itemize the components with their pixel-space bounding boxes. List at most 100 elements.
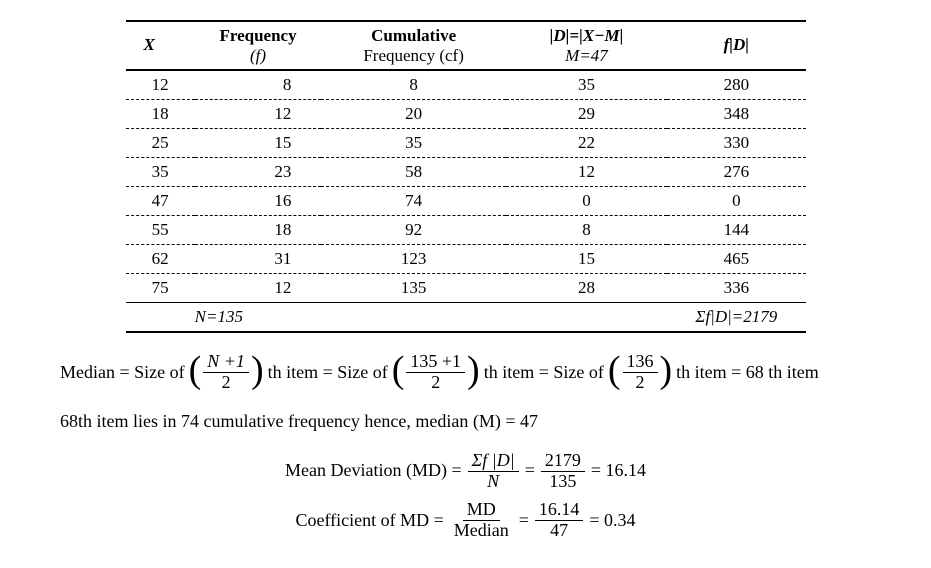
frac3-num: 136 bbox=[623, 352, 658, 373]
fraction-2: 135 +1 2 bbox=[406, 352, 465, 393]
cell-f: 12 bbox=[195, 100, 322, 129]
cell-d: 8 bbox=[506, 216, 667, 245]
open-paren-icon: ( bbox=[189, 357, 202, 384]
cell-f: 16 bbox=[195, 187, 322, 216]
cell-d: 15 bbox=[506, 245, 667, 274]
table-row: 25 15 35 22 330 bbox=[126, 129, 806, 158]
header-frequency-top: Frequency bbox=[219, 26, 296, 45]
coef-frac1-den: Median bbox=[450, 521, 513, 541]
cell-cf: 135 bbox=[321, 274, 505, 303]
cell-d: 12 bbox=[506, 158, 667, 187]
paren-group-2: ( 135 +1 2 ) bbox=[392, 352, 480, 393]
cell-fd: 0 bbox=[667, 187, 805, 216]
line2-text: 68th item lies in 74 cumulative frequenc… bbox=[60, 400, 538, 443]
coef-frac1-num: MD bbox=[463, 500, 500, 521]
cell-fd: 330 bbox=[667, 129, 805, 158]
table-row: 35 23 58 12 276 bbox=[126, 158, 806, 187]
md-result: = 16.14 bbox=[591, 449, 646, 492]
header-deviation: |D|=|X−M| M=47 bbox=[506, 21, 667, 70]
cell-d: 28 bbox=[506, 274, 667, 303]
header-cumulative: Cumulative Frequency (cf) bbox=[321, 21, 505, 70]
header-fd: f|D| bbox=[667, 21, 805, 70]
equals-2: = bbox=[519, 499, 529, 542]
frequency-table-container: X Frequency (f) Cumulative Frequency (cf… bbox=[60, 20, 871, 333]
footer-sumfd: Σf|D|=2179 bbox=[667, 303, 805, 333]
cell-f: 8 bbox=[195, 70, 322, 100]
th-item-3: th item = 68 th item bbox=[676, 351, 819, 394]
frac1-num: N +1 bbox=[203, 352, 249, 373]
coef-frac2-den: 47 bbox=[546, 521, 572, 541]
cell-d: 22 bbox=[506, 129, 667, 158]
cell-f: 18 bbox=[195, 216, 322, 245]
cell-x: 35 bbox=[126, 158, 195, 187]
md-frac2-num: 2179 bbox=[541, 451, 585, 472]
fraction-3: 136 2 bbox=[623, 352, 658, 393]
header-deviation-bot: M=47 bbox=[514, 46, 659, 66]
close-paren-icon: ) bbox=[251, 357, 264, 384]
footer-n: N=135 bbox=[195, 303, 322, 333]
open-paren-icon: ( bbox=[392, 357, 405, 384]
cell-x: 55 bbox=[126, 216, 195, 245]
equals-1: = bbox=[525, 449, 535, 492]
mean-deviation-line: Mean Deviation (MD) = Σf |D| N = 2179 13… bbox=[60, 449, 871, 492]
cell-x: 18 bbox=[126, 100, 195, 129]
cell-fd: 276 bbox=[667, 158, 805, 187]
cell-fd: 465 bbox=[667, 245, 805, 274]
table-row: 12 8 8 35 280 bbox=[126, 70, 806, 100]
frac1-den: 2 bbox=[218, 373, 235, 393]
cell-x: 12 bbox=[126, 70, 195, 100]
cell-x: 75 bbox=[126, 274, 195, 303]
md-fraction-1: Σf |D| N bbox=[468, 451, 519, 492]
header-frequency: Frequency (f) bbox=[195, 21, 322, 70]
th-item-1: th item = Size of bbox=[268, 351, 388, 394]
table-row: 55 18 92 8 144 bbox=[126, 216, 806, 245]
cell-fd: 336 bbox=[667, 274, 805, 303]
cell-d: 29 bbox=[506, 100, 667, 129]
median-conclusion: 68th item lies in 74 cumulative frequenc… bbox=[60, 400, 871, 443]
md-frac1-den: N bbox=[483, 472, 503, 492]
coef-fraction-2: 16.14 47 bbox=[535, 500, 584, 541]
cell-cf: 58 bbox=[321, 158, 505, 187]
close-paren-icon: ) bbox=[660, 357, 673, 384]
coef-result: = 0.34 bbox=[589, 499, 635, 542]
cell-cf: 123 bbox=[321, 245, 505, 274]
header-frequency-bot: (f) bbox=[203, 46, 314, 66]
coef-label: Coefficient of MD = bbox=[295, 499, 443, 542]
md-frac2-den: 135 bbox=[545, 472, 580, 492]
median-line: Median = Size of ( N +1 2 ) th item = Si… bbox=[60, 351, 871, 394]
cell-cf: 8 bbox=[321, 70, 505, 100]
coef-frac2-num: 16.14 bbox=[535, 500, 584, 521]
th-item-2: th item = Size of bbox=[484, 351, 604, 394]
md-fraction-2: 2179 135 bbox=[541, 451, 585, 492]
md-label: Mean Deviation (MD) = bbox=[285, 449, 462, 492]
header-cumulative-top: Cumulative bbox=[371, 26, 456, 45]
coefficient-line: Coefficient of MD = MD Median = 16.14 47… bbox=[60, 499, 871, 542]
table-footer-row: N=135 Σf|D|=2179 bbox=[126, 303, 806, 333]
cell-d: 35 bbox=[506, 70, 667, 100]
table-header-row: X Frequency (f) Cumulative Frequency (cf… bbox=[126, 21, 806, 70]
close-paren-icon: ) bbox=[467, 357, 480, 384]
table-row: 47 16 74 0 0 bbox=[126, 187, 806, 216]
paren-group-3: ( 136 2 ) bbox=[608, 352, 672, 393]
md-frac1-num: Σf |D| bbox=[468, 451, 519, 472]
frac2-den: 2 bbox=[427, 373, 444, 393]
header-cumulative-bot: Frequency (cf) bbox=[329, 46, 497, 66]
cell-x: 25 bbox=[126, 129, 195, 158]
frac3-den: 2 bbox=[632, 373, 649, 393]
table-row: 18 12 20 29 348 bbox=[126, 100, 806, 129]
cell-cf: 20 bbox=[321, 100, 505, 129]
cell-fd: 144 bbox=[667, 216, 805, 245]
table-body: 12 8 8 35 280 18 12 20 29 348 25 15 35 2… bbox=[126, 70, 806, 303]
cell-f: 15 bbox=[195, 129, 322, 158]
cell-d: 0 bbox=[506, 187, 667, 216]
paren-group-1: ( N +1 2 ) bbox=[189, 352, 264, 393]
header-x: X bbox=[126, 21, 195, 70]
cell-cf: 35 bbox=[321, 129, 505, 158]
fraction-1: N +1 2 bbox=[203, 352, 249, 393]
median-label: Median = Size of bbox=[60, 351, 185, 394]
cell-fd: 348 bbox=[667, 100, 805, 129]
frequency-table: X Frequency (f) Cumulative Frequency (cf… bbox=[126, 20, 806, 333]
cell-x: 47 bbox=[126, 187, 195, 216]
frac2-num: 135 +1 bbox=[406, 352, 465, 373]
coef-fraction-1: MD Median bbox=[450, 500, 513, 541]
